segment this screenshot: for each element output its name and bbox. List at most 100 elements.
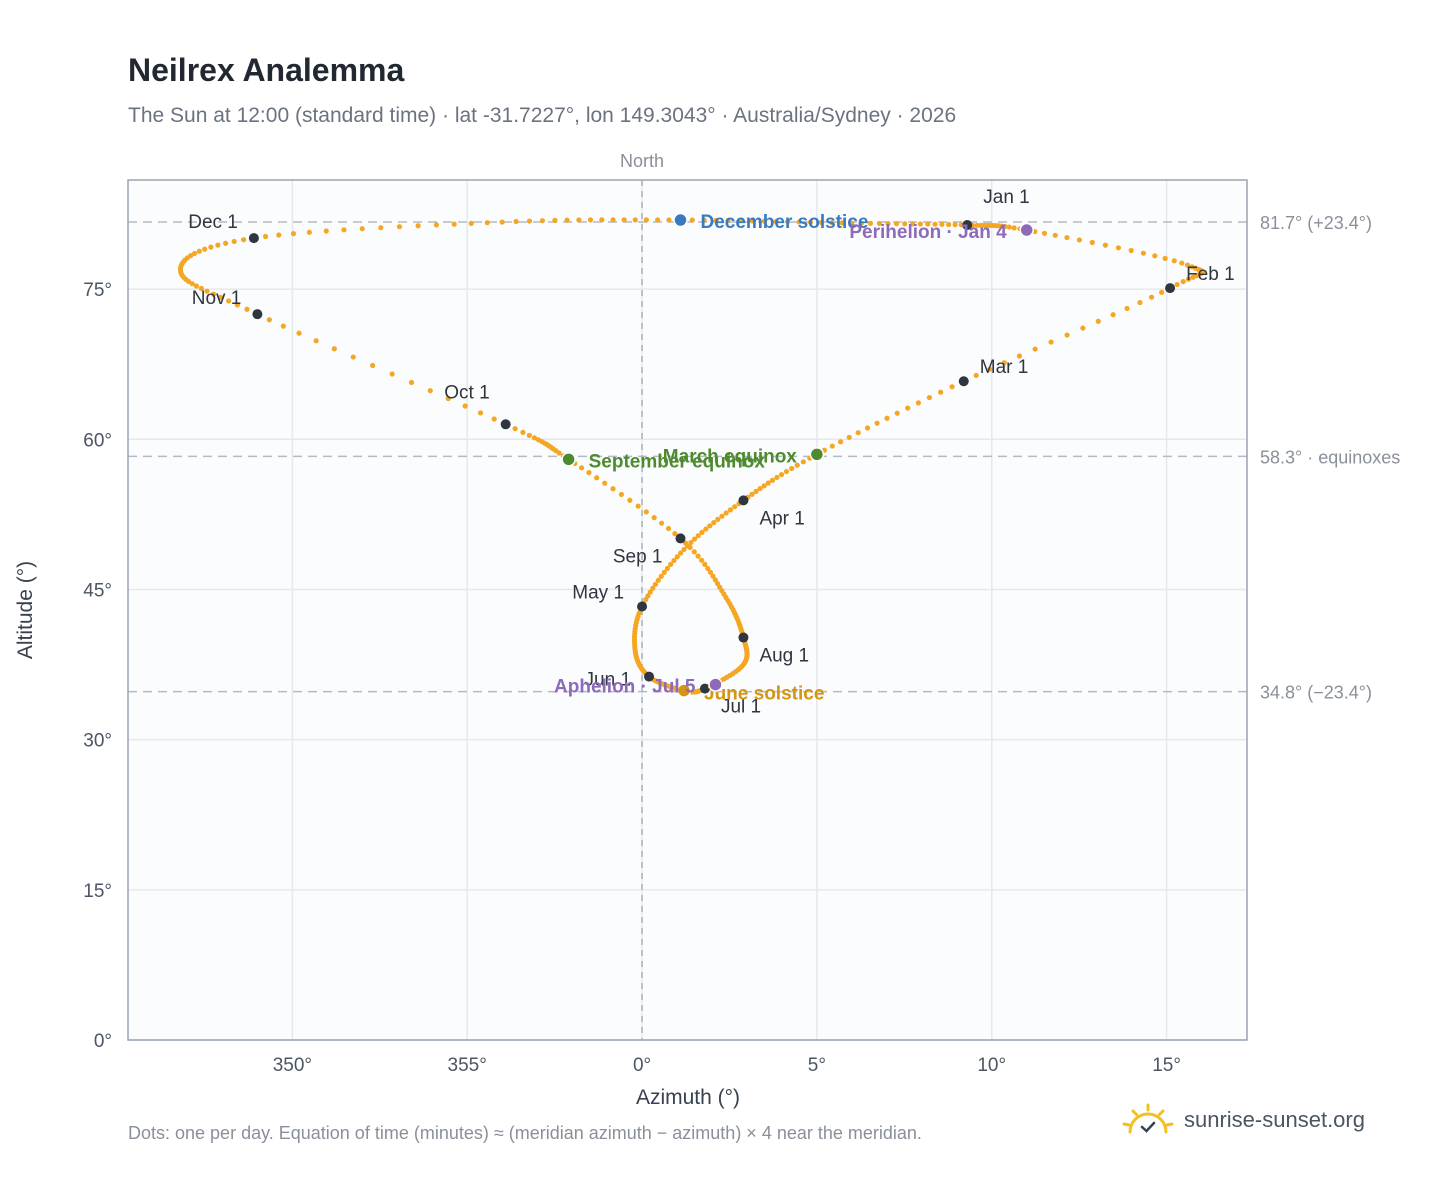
x-tick-label: 350° [273, 1055, 312, 1076]
daily-dot [774, 474, 780, 481]
daily-dot [193, 283, 200, 289]
event-label: Aphelion · Jul 5 [554, 677, 696, 698]
daily-dot [689, 217, 695, 223]
x-tick-label: 15° [1152, 1055, 1181, 1076]
footnote: Dots: one per day. Equation of time (min… [128, 1123, 922, 1143]
daily-dot [1064, 234, 1070, 241]
daily-dot [396, 224, 403, 230]
daily-dot [520, 429, 526, 435]
daily-dot [241, 237, 247, 243]
daily-dot [727, 507, 733, 513]
daily-dot [681, 546, 687, 553]
daily-dot [499, 219, 505, 225]
daily-dot [839, 220, 845, 226]
daily-dot [586, 470, 592, 476]
brand[interactable]: sunrise-sunset.org [1120, 1102, 1365, 1138]
daily-dot [711, 520, 717, 526]
daily-dot [188, 253, 194, 259]
brand-name: sunrise-sunset.org [1184, 1107, 1365, 1132]
month-marker [675, 533, 686, 544]
daily-dot [915, 400, 922, 406]
event-marker [673, 212, 688, 228]
daily-dot [769, 477, 776, 483]
daily-dot [737, 218, 743, 224]
plot-frame [127, 179, 1248, 1041]
daily-dot [655, 577, 661, 583]
event-marker [708, 677, 723, 692]
daily-dot [1001, 360, 1007, 366]
daily-dot [701, 217, 707, 223]
y-axis-ticks: 0° 15° 30° 45° 60° 75° [83, 280, 112, 1052]
daily-dot [761, 218, 767, 224]
daily-dot [234, 302, 240, 308]
daily-dot [535, 437, 542, 443]
reference-lines: 81.7° (+23.4°) 58.3° · equinoxes 34.8° (−2… [128, 213, 1400, 703]
daily-dot [244, 306, 250, 312]
daily-dot [867, 220, 874, 226]
daily-dot [226, 298, 232, 304]
daily-dot [280, 323, 286, 329]
daily-dot [926, 394, 932, 401]
daily-dot [874, 420, 880, 426]
daily-dot [331, 346, 337, 352]
daily-dot [306, 229, 312, 235]
daily-dot [910, 221, 916, 227]
daily-dot [902, 221, 908, 227]
daily-dot [359, 226, 365, 232]
daily-dot [688, 539, 694, 546]
daily-dot [468, 220, 474, 226]
event-marker [809, 447, 825, 462]
daily-dot [719, 513, 725, 519]
daily-dot [370, 362, 376, 369]
sun-logo-icon [1122, 1103, 1174, 1134]
daily-dot [618, 491, 625, 498]
daily-dot [652, 581, 659, 587]
month-label: Feb 1 [1186, 264, 1235, 285]
daily-dot [893, 221, 900, 227]
y-tick-label: 15° [83, 881, 112, 902]
daily-dot [778, 471, 785, 478]
daily-dot [191, 250, 198, 257]
daily-dot [761, 483, 767, 489]
daily-dot [198, 285, 204, 292]
daily-dot [710, 573, 716, 579]
month-marker [962, 220, 973, 231]
y-tick-label: 60° [83, 430, 112, 451]
daily-dot [576, 217, 582, 223]
daily-dot [296, 330, 302, 336]
daily-dot [773, 218, 779, 225]
plot-area [128, 180, 1247, 1040]
daily-dot [658, 573, 664, 579]
daily-dot [643, 509, 649, 515]
daily-dot [1180, 279, 1186, 285]
daily-dot [350, 354, 356, 360]
daily-dot [1076, 237, 1083, 243]
daily-dot [1064, 332, 1070, 338]
daily-dot [1171, 258, 1177, 264]
daily-dot [946, 221, 952, 228]
daily-dot [894, 410, 900, 416]
event-label: Perihelion · Jan 4 [849, 222, 1007, 243]
daily-dot [451, 221, 457, 227]
month-label: Nov 1 [192, 288, 242, 309]
month-markers: Jan 1 Feb 1 Mar 1 Apr 1 May 1 Jun 1 Jul 1 Aug 1… [188, 187, 1234, 718]
daily-dot [1095, 318, 1101, 324]
month-marker [1165, 283, 1176, 294]
daily-dot [664, 565, 671, 571]
daily-dot [262, 233, 269, 240]
daily-dot [1052, 232, 1058, 238]
daily-dot [687, 544, 693, 551]
daily-dot [691, 536, 698, 542]
daily-dot [705, 565, 711, 572]
event-label: June solstice [704, 684, 824, 705]
daily-dot [208, 244, 214, 250]
event-label: December solstice [701, 212, 869, 233]
month-marker [699, 683, 710, 694]
daily-dot [610, 217, 616, 223]
month-marker [248, 233, 259, 244]
daily-dot [621, 217, 627, 223]
daily-dot [876, 220, 883, 227]
daily-dot [531, 435, 538, 441]
daily-dot [723, 510, 729, 516]
